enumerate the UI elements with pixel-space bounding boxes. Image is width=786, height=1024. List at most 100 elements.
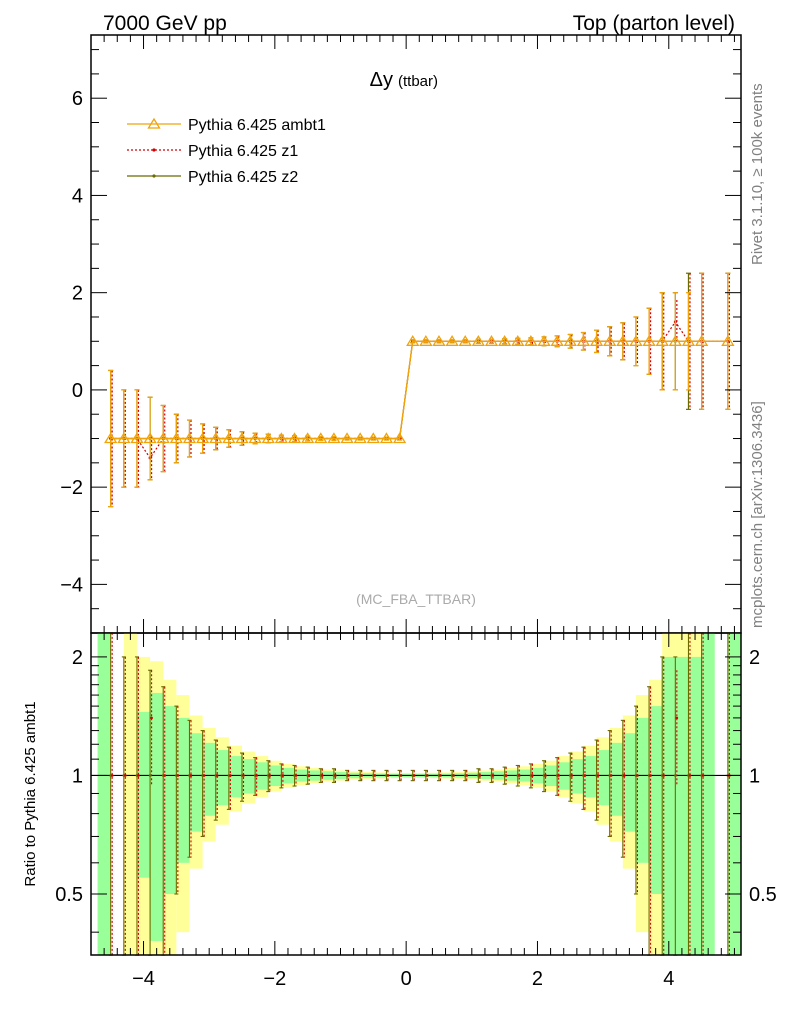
ratio-y-tick-label: 2 — [72, 647, 83, 669]
ratio-point — [281, 774, 285, 777]
data-point — [301, 432, 315, 444]
ratio-point — [674, 774, 677, 777]
ratio-point — [148, 774, 152, 777]
ratio-point — [649, 774, 652, 777]
data-point — [603, 335, 617, 346]
ratio-point — [465, 774, 469, 777]
ratio-y-tick-label: 0.5 — [55, 884, 83, 906]
ratio-point — [426, 774, 429, 777]
data-point — [616, 335, 630, 346]
green-band — [701, 632, 715, 956]
ratio-point — [583, 774, 587, 777]
ratio-point — [255, 774, 258, 777]
ratio-point — [189, 774, 193, 777]
ratio-point — [623, 774, 626, 777]
yellow-band — [123, 632, 137, 956]
ratio-point — [478, 774, 482, 777]
data-point — [406, 335, 420, 346]
data-point — [511, 335, 525, 346]
ratio-point — [360, 774, 363, 777]
series-line — [110, 340, 728, 440]
ratio-bands — [97, 632, 741, 956]
green-band — [583, 756, 597, 798]
legend-marker-z2 — [152, 174, 156, 178]
ratio-ylabel: Ratio to Pythia 6.425 ambt1 — [22, 701, 39, 886]
x-tick-label: 4 — [663, 968, 674, 990]
ratio-y-tick-label: 1 — [72, 765, 83, 787]
x-tick-label: −2 — [263, 968, 286, 990]
ratio-plot-frame — [90, 632, 742, 956]
green-band — [97, 632, 111, 956]
green-band — [163, 706, 177, 894]
ratio-y-tick-label-right: 2 — [749, 647, 760, 669]
ratio-point — [636, 774, 639, 777]
ratio-point — [229, 774, 232, 777]
x-tick-label: −4 — [132, 968, 155, 990]
green-band — [228, 756, 243, 798]
data-point — [379, 432, 394, 444]
ratio-point — [215, 774, 219, 777]
ratio-point — [124, 774, 127, 777]
green-band — [215, 750, 229, 806]
data-point — [524, 335, 538, 346]
y-tick-label: 0 — [72, 380, 83, 402]
ratio-point — [688, 774, 692, 777]
data-point — [195, 432, 210, 444]
green-band — [635, 717, 650, 863]
data-point — [130, 432, 144, 444]
ratio-y-tick-label-right: 0.5 — [749, 884, 777, 906]
green-band — [596, 750, 610, 806]
ratio-point — [439, 774, 442, 777]
data-point — [445, 335, 459, 346]
data-point — [287, 432, 302, 444]
legend-marker-ambt1 — [147, 117, 161, 129]
green-band — [675, 656, 689, 956]
ratio-point — [609, 774, 613, 777]
data-point — [327, 432, 341, 444]
green-band — [662, 656, 676, 956]
green-band — [189, 733, 203, 832]
y-tick-label: −2 — [60, 477, 83, 499]
data-point — [117, 432, 131, 444]
ratio-point — [412, 774, 416, 777]
ratio-point — [294, 774, 298, 777]
main-axes: −4 −2 0 2 4 6 — [60, 35, 741, 634]
ratio-point — [202, 774, 206, 777]
green-band — [649, 706, 663, 894]
data-point — [694, 335, 709, 346]
ratio-point — [596, 774, 600, 777]
data-point — [392, 432, 407, 444]
data-point — [222, 432, 236, 444]
data-point — [432, 335, 446, 346]
green-band — [727, 632, 741, 956]
data-point — [655, 335, 669, 346]
data-point — [353, 432, 367, 444]
data-point — [314, 432, 328, 444]
y-tick-label: −4 — [60, 574, 83, 596]
data-point — [419, 335, 433, 346]
data-point — [235, 432, 249, 444]
legend-marker-z1 — [152, 148, 156, 152]
mcplots-label: mcplots.cern.ch [arXiv:1306.3436] — [749, 401, 766, 628]
rivet-label: Rivet 3.1.10, ≥ 100k events — [749, 83, 766, 265]
green-band — [242, 759, 256, 794]
ratio-point — [557, 774, 560, 777]
ratio-point — [347, 774, 350, 777]
ratio-point — [320, 774, 324, 777]
ratio-point — [137, 774, 140, 777]
green-band — [622, 733, 636, 832]
data-point — [589, 335, 604, 346]
ratio-y-tick-label-right: 1 — [749, 765, 760, 787]
header-right: Top (parton level) — [573, 12, 735, 35]
data-point — [143, 432, 157, 444]
plot-title: Δy — [370, 69, 393, 91]
y-tick-label: 2 — [72, 283, 83, 305]
green-band — [136, 711, 151, 878]
data-point — [261, 432, 275, 444]
analysis-label: (MC_FBA_TTBAR) — [356, 591, 476, 607]
data-point — [182, 432, 197, 444]
data-point — [169, 432, 184, 444]
data-point — [274, 432, 289, 444]
main-plot — [104, 272, 735, 508]
ratio-point — [531, 774, 534, 777]
